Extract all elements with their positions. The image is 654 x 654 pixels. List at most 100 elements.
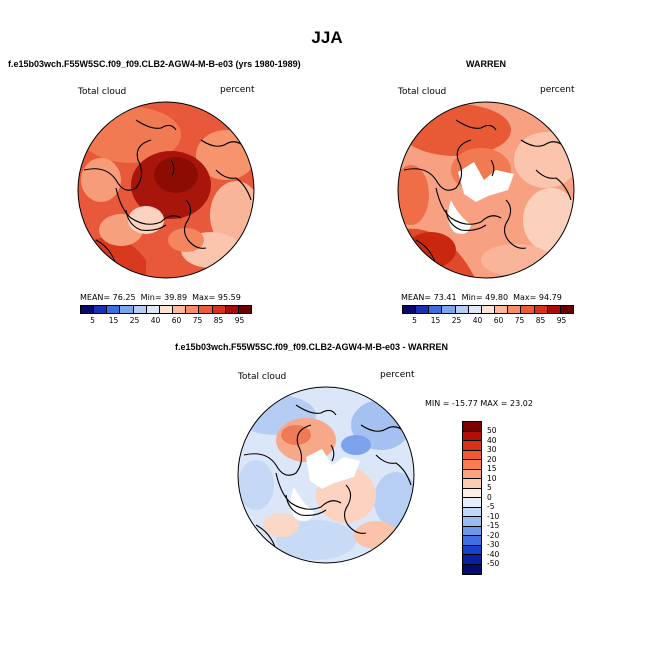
colorbar-tick: -5 bbox=[487, 502, 495, 511]
colorbar-tick: 25 bbox=[451, 316, 462, 325]
colorbar-tick: 15 bbox=[487, 464, 497, 473]
diff-units-label: percent bbox=[380, 370, 415, 380]
colorbar-tick: -20 bbox=[487, 530, 500, 540]
colorbar-tick: 15 bbox=[430, 316, 441, 325]
colorbar-tick: 40 bbox=[150, 316, 161, 325]
colorbar-tick: -40 bbox=[487, 549, 500, 559]
colorbar-swatch bbox=[463, 555, 481, 565]
colorbar-swatch bbox=[463, 526, 481, 536]
right-units-label: percent bbox=[540, 85, 575, 95]
colorbar-swatch bbox=[463, 564, 481, 574]
colorbar-swatch bbox=[238, 306, 252, 313]
colorbar-swatch bbox=[521, 306, 535, 313]
colorbar-swatch bbox=[225, 306, 239, 313]
left-colorbar-swatches bbox=[80, 305, 252, 314]
colorbar-tick: 0 bbox=[487, 492, 492, 502]
left-polar-map bbox=[77, 101, 255, 279]
colorbar-swatch bbox=[159, 306, 174, 313]
colorbar-tick: 25 bbox=[129, 316, 140, 325]
left-mean-value: 76.25 bbox=[112, 293, 136, 302]
colorbar-swatch bbox=[120, 306, 134, 313]
colorbar-tick: 10 bbox=[487, 473, 497, 483]
colorbar-swatch bbox=[508, 306, 522, 313]
colorbar-swatch bbox=[463, 469, 481, 479]
diff-polar-map bbox=[237, 386, 415, 564]
colorbar-tick: 85 bbox=[213, 316, 224, 325]
colorbar-swatch bbox=[463, 536, 481, 546]
left-panel-title: f.e15b03wch.F55W5SC.f09_f09.CLB2-AGW4-M-… bbox=[8, 59, 301, 69]
colorbar-tick: -50 bbox=[487, 559, 500, 568]
colorbar-tick: 30 bbox=[487, 445, 497, 454]
colorbar-swatch bbox=[463, 431, 481, 441]
diff-variable-label: Total cloud bbox=[238, 372, 287, 382]
colorbar-swatch bbox=[455, 306, 469, 313]
colorbar-swatch bbox=[199, 306, 213, 313]
colorbar-swatch bbox=[463, 450, 481, 460]
colorbar-swatch bbox=[495, 306, 509, 313]
colorbar-tick: -15 bbox=[487, 521, 500, 530]
right-stats: MEAN= 73.41 Min= 49.80 Max= 94.79 bbox=[401, 293, 562, 302]
colorbar-swatch bbox=[463, 422, 481, 432]
right-mean-value: 73.41 bbox=[433, 293, 457, 302]
colorbar-swatch bbox=[403, 306, 417, 313]
diff-colorbar-swatches bbox=[462, 421, 482, 575]
colorbar-swatch bbox=[212, 306, 226, 313]
colorbar-tick: 5 bbox=[90, 316, 95, 325]
colorbar-swatch bbox=[94, 306, 108, 313]
left-max-value: 95.59 bbox=[217, 293, 241, 302]
colorbar-tick: 20 bbox=[487, 454, 497, 464]
diff-colorbar-ticks: 50 40 30 20 15 10 5 0 -5 -10 -15 -20 -30… bbox=[487, 426, 499, 569]
diff-minmax: MIN = -15.77 MAX = 23.02 bbox=[425, 399, 533, 408]
left-colorbar: 5 15 25 40 60 75 85 95 bbox=[80, 305, 252, 325]
colorbar-tick: 40 bbox=[472, 316, 483, 325]
colorbar-swatch bbox=[173, 306, 187, 313]
colorbar-swatch bbox=[463, 498, 481, 508]
colorbar-swatch bbox=[81, 306, 95, 313]
colorbar-swatch bbox=[560, 306, 574, 313]
colorbar-swatch bbox=[463, 441, 481, 451]
colorbar-tick: 95 bbox=[556, 316, 567, 325]
colorbar-swatch bbox=[442, 306, 456, 313]
colorbar-swatch bbox=[146, 306, 160, 313]
right-min-value: 49.80 bbox=[485, 293, 509, 302]
colorbar-swatch bbox=[463, 545, 481, 555]
colorbar-swatch bbox=[463, 488, 481, 498]
colorbar-swatch bbox=[463, 507, 481, 517]
colorbar-tick: 5 bbox=[487, 483, 492, 492]
colorbar-swatch bbox=[107, 306, 121, 313]
colorbar-swatch bbox=[429, 306, 443, 313]
diff-panel-title: f.e15b03wch.F55W5SC.f09_f09.CLB2-AGW4-M-… bbox=[175, 342, 449, 352]
colorbar-tick: 5 bbox=[412, 316, 417, 325]
diff-colorbar bbox=[462, 421, 482, 575]
left-min-value: 39.89 bbox=[164, 293, 188, 302]
colorbar-tick: 60 bbox=[493, 316, 504, 325]
right-colorbar-swatches bbox=[402, 305, 574, 314]
left-variable-label: Total cloud bbox=[78, 87, 127, 97]
colorbar-tick: 15 bbox=[108, 316, 119, 325]
colorbar-tick: -10 bbox=[487, 511, 500, 521]
colorbar-swatch bbox=[481, 306, 496, 313]
colorbar-swatch bbox=[547, 306, 561, 313]
colorbar-swatch bbox=[463, 479, 481, 489]
colorbar-swatch bbox=[463, 517, 481, 527]
page-title: JJA bbox=[311, 28, 343, 47]
colorbar-tick: 85 bbox=[535, 316, 546, 325]
colorbar-swatch bbox=[534, 306, 548, 313]
right-colorbar: 5 15 25 40 60 75 85 95 bbox=[402, 305, 574, 325]
right-panel-title: WARREN bbox=[466, 59, 506, 69]
colorbar-swatch bbox=[133, 306, 147, 313]
left-stats: MEAN= 76.25 Min= 39.89 Max= 95.59 bbox=[80, 293, 241, 302]
colorbar-tick: 95 bbox=[234, 316, 245, 325]
colorbar-tick: 75 bbox=[192, 316, 203, 325]
colorbar-swatch bbox=[463, 460, 481, 470]
right-variable-label: Total cloud bbox=[398, 87, 447, 97]
colorbar-tick: 40 bbox=[487, 435, 497, 445]
colorbar-tick: 60 bbox=[171, 316, 182, 325]
colorbar-swatch bbox=[416, 306, 430, 313]
colorbar-tick: -30 bbox=[487, 540, 500, 549]
colorbar-swatch bbox=[468, 306, 482, 313]
colorbar-swatch bbox=[186, 306, 200, 313]
colorbar-tick: 50 bbox=[487, 426, 497, 435]
right-polar-map bbox=[397, 101, 575, 279]
left-units-label: percent bbox=[220, 85, 255, 95]
